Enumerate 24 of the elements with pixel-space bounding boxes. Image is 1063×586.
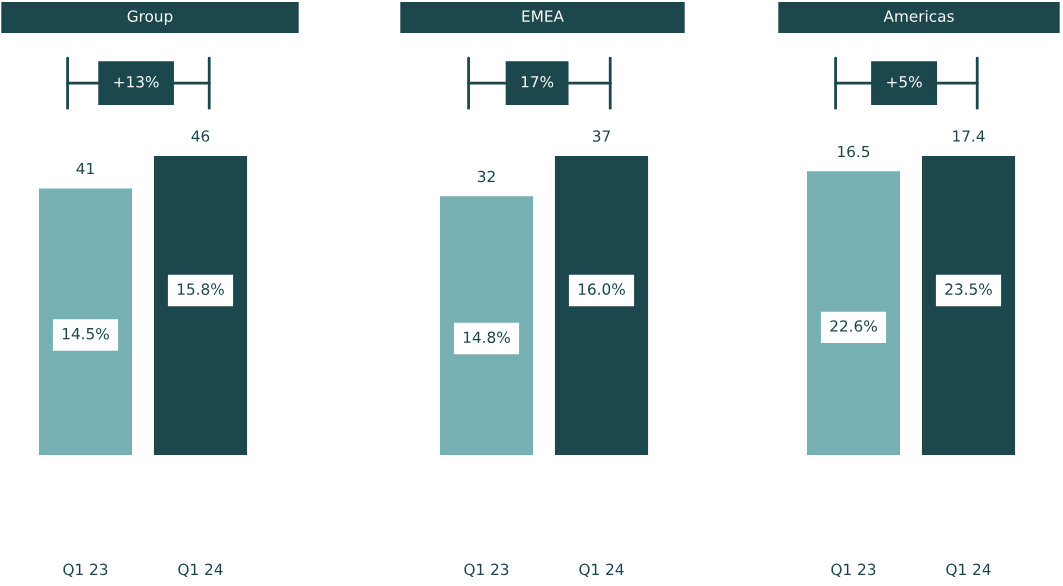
data-label: 41: [76, 162, 94, 175]
text: +13%: [114, 76, 159, 88]
text: 17%: [521, 76, 554, 88]
data-label: 46: [191, 130, 210, 142]
annotation: 16.0%: [578, 283, 625, 295]
annotation: 23.5%: [945, 283, 992, 295]
x-tick-label: Q1 24: [579, 563, 624, 577]
data-label: 17.4: [953, 130, 985, 142]
annotation: 14.5%: [62, 327, 109, 340]
annotation: 14.8%: [463, 331, 510, 344]
annotation: 15.8%: [177, 283, 224, 295]
data-label: 16.5: [838, 145, 870, 158]
chart-title: Group: [127, 10, 173, 25]
data-label: 37: [592, 130, 610, 142]
x-tick-label: Q1 23: [464, 563, 509, 577]
x-tick-label: Q1 23: [63, 563, 108, 577]
chart-title: EMEA: [522, 10, 564, 22]
x-tick-label: Q1 23: [831, 563, 876, 577]
x-tick-label: Q1 24: [178, 563, 223, 577]
text: +5%: [887, 76, 922, 88]
data-label: 32: [477, 170, 495, 183]
annotation: 22.6%: [830, 320, 877, 332]
chart-title: Americas: [883, 10, 954, 22]
x-tick-label: Q1 24: [946, 563, 991, 577]
